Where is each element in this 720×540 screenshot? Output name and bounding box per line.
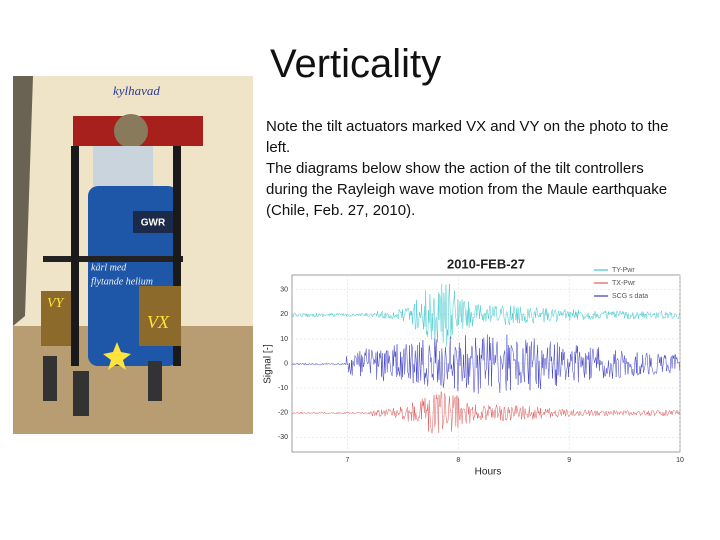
star — [103, 342, 131, 370]
y-tick-label: -20 — [278, 410, 288, 417]
foot — [148, 361, 162, 401]
photo-label: kylhavad — [113, 83, 160, 98]
actuator — [41, 291, 71, 346]
paragraph: Note the tilt actuators marked VX and VY… — [266, 118, 669, 156]
head — [93, 146, 153, 186]
y-tick-label: -30 — [278, 434, 288, 441]
y-tick-label: 0 — [284, 360, 288, 367]
cables — [13, 76, 33, 326]
photo-label: GWR — [141, 218, 166, 229]
frame-leg — [173, 146, 181, 366]
y-tick-label: -10 — [278, 385, 288, 392]
photo-label: flytande helium — [91, 276, 153, 287]
chart-title: 2010-FEB-27 — [447, 256, 525, 271]
actuator — [139, 286, 181, 346]
legend-label: SCG s data — [612, 293, 648, 300]
x-tick-label: 10 — [676, 457, 684, 464]
photo: kylhavad GWR kärl med flytande helium VY… — [13, 76, 253, 434]
photo-label: VX — [147, 312, 170, 332]
x-axis-label: Hours — [475, 467, 502, 478]
sphere — [114, 114, 148, 148]
x-tick-label: 9 — [567, 457, 571, 464]
trace — [291, 283, 681, 347]
y-tick-label: 10 — [280, 336, 288, 343]
photo-label: VY — [47, 296, 66, 311]
y-axis-label: Signal [-] — [263, 344, 274, 384]
y-tick-label: 20 — [280, 311, 288, 318]
frame-leg — [71, 146, 79, 366]
y-tick-label: 30 — [280, 287, 288, 294]
foot — [73, 371, 89, 416]
chart: 2010-FEB-27 Hours Signal [-] 30 20 10 0 -10 -… — [263, 256, 684, 478]
frame-ring — [43, 256, 183, 262]
photo-label: kärl med — [91, 262, 127, 273]
trace — [291, 334, 681, 394]
trace — [291, 391, 681, 434]
x-tick-label: 8 — [456, 457, 460, 464]
paragraph: The diagrams below show the action of th… — [266, 160, 668, 219]
legend-label: TX-Pwr — [612, 280, 636, 287]
logo-box — [133, 211, 173, 233]
foot — [43, 356, 57, 401]
legend-label: TY-Pwr — [612, 267, 635, 274]
slide-title: Verticality — [270, 42, 442, 86]
x-tick-label: 7 — [345, 457, 349, 464]
